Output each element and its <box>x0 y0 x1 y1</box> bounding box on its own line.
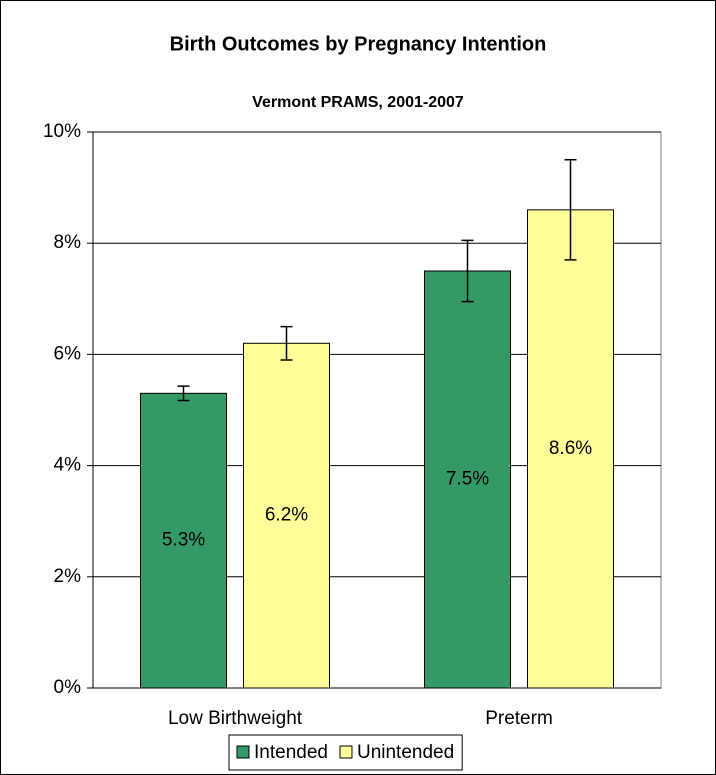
bar <box>140 392 227 689</box>
bar <box>424 270 511 689</box>
data-label: 5.3% <box>162 530 205 551</box>
error-bar <box>280 325 293 361</box>
error-bar <box>461 239 474 303</box>
y-tick-label: 4% <box>54 455 82 476</box>
y-tick-label: 6% <box>54 343 82 364</box>
bar <box>527 209 614 689</box>
chart-subtitle: Vermont PRAMS, 2001-2007 <box>252 94 464 111</box>
data-label: 7.5% <box>446 469 489 490</box>
legend-swatch <box>339 745 353 759</box>
y-tick-label: 2% <box>54 566 82 587</box>
bar <box>243 342 330 689</box>
y-tick-label: 10% <box>43 121 81 142</box>
y-tick-label: 0% <box>54 677 82 698</box>
chart-title: Birth Outcomes by Pregnancy Intention <box>170 33 547 55</box>
legend-label: Unintended <box>357 742 454 763</box>
error-bar <box>177 385 190 402</box>
y-tick-label: 8% <box>54 232 82 253</box>
legend-swatch <box>236 745 250 759</box>
x-tick-label: Preterm <box>485 708 553 729</box>
data-label: 6.2% <box>265 505 308 526</box>
legend-label: Intended <box>254 742 328 763</box>
data-label: 8.6% <box>549 438 592 459</box>
error-bar <box>564 159 577 261</box>
x-tick-label: Low Birthweight <box>168 708 303 729</box>
